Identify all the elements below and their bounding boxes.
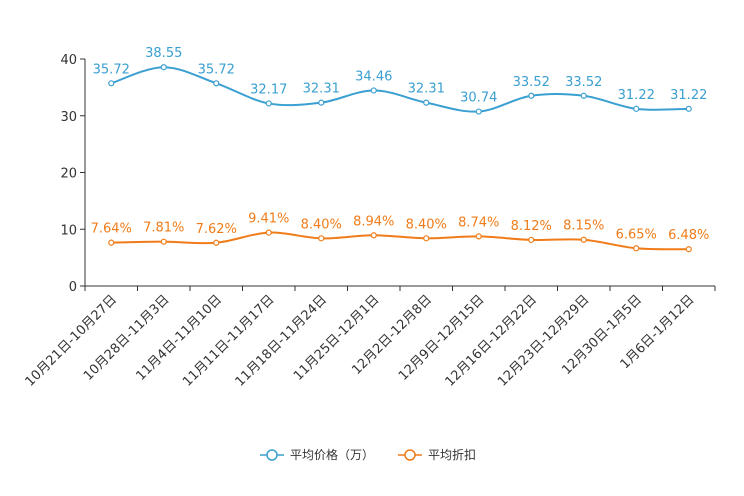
data-label: 6.65% [616,227,657,242]
data-point [370,87,377,94]
data-label: 7.64% [91,222,132,237]
data-label: 32.17 [250,82,287,97]
legend-marker-icon [404,449,416,461]
data-point [160,238,167,245]
data-point [108,239,115,246]
data-point [475,233,482,240]
data-label: 7.62% [196,222,237,237]
series-line [111,231,689,251]
data-point [580,236,587,243]
series-line [110,66,689,113]
data-point [213,239,220,246]
data-point [265,100,272,107]
x-tick-label: 12月23日-12月29日 [495,292,592,389]
data-point [475,108,482,115]
data-label: 32.31 [408,82,445,97]
data-label: 9.41% [248,212,289,227]
y-tick-label: 40 [60,53,77,68]
data-label: 31.22 [618,88,655,103]
legend-item-2[interactable]: 平均折扣 [398,447,476,462]
data-label: 33.52 [513,75,550,90]
data-label: 8.94% [353,214,394,229]
data-point [685,105,692,112]
x-tick-label: 10月21日-10月27日 [23,292,120,389]
data-label: 8.40% [406,217,447,232]
data-point [318,235,325,242]
legend-item-1[interactable]: 平均价格（万） [260,447,374,462]
data-label: 35.72 [93,62,130,77]
data-label: 34.46 [355,69,392,84]
data-label: 8.40% [301,217,342,232]
y-tick-label: 10 [60,223,77,238]
data-point [685,246,692,253]
data-label: 8.15% [563,219,604,234]
legend: 平均价格（万） 平均折扣 [260,447,476,462]
data-point [423,235,430,242]
legend-label: 平均价格（万） [290,447,374,462]
data-point [633,245,640,252]
data-label: 30.74 [460,91,497,106]
data-label: 33.52 [565,75,602,90]
data-label: 6.48% [668,228,709,243]
data-label: 8.12% [511,219,552,234]
x-tick-label: 12月16日-12月22日 [443,292,540,389]
series-1: 35.72 38.55 35.72 32.17 32.31 34.46 32.31 30.74… [93,46,707,115]
series-layer: 35.72 38.55 35.72 32.17 32.31 34.46 32.31 30.74… [91,46,709,253]
data-label: 31.22 [670,88,707,103]
data-point [108,80,115,87]
x-tick-label: 11月18日-11月24日 [233,292,330,389]
data-point [265,229,272,236]
data-point [213,80,220,87]
data-label: 35.72 [198,62,235,77]
data-point [318,99,325,106]
y-tick-label: 20 [60,167,77,182]
data-label: 8.74% [458,215,499,230]
data-label: 38.55 [145,46,182,61]
data-label: 32.31 [303,82,340,97]
data-point [580,92,587,99]
data-point [423,99,430,106]
x-tick-label: 11月11日-11月17日 [180,292,277,389]
legend-label: 平均折扣 [428,447,476,462]
y-tick-label: 30 [60,110,77,125]
data-point [633,105,640,112]
data-point [528,236,535,244]
legend-marker-icon [266,449,278,461]
data-point [160,64,167,71]
y-tick-label: 0 [69,280,77,295]
data-point [370,232,377,239]
series-2: 7.64% 7.81% 7.62% 9.41% 8.40% 8.94% 8.40% 8.74%… [91,212,709,253]
data-label: 7.81% [143,221,184,236]
data-point [528,92,535,99]
